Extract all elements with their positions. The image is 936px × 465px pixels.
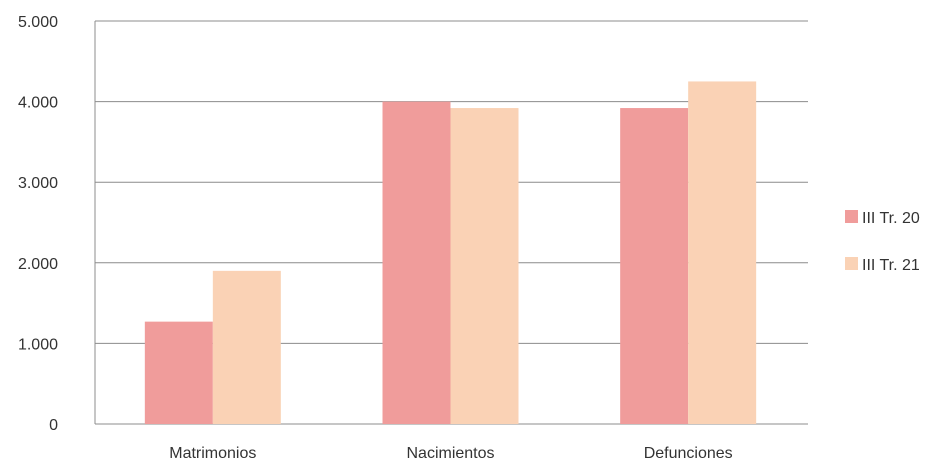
bar [144,321,213,424]
y-tick-labels: 0 1.000 2.000 3.000 4.000 5.000 [18,14,58,434]
legend-label: III Tr. 20 [862,210,920,227]
y-tick-label: 1.000 [18,336,58,353]
y-tick-label: 3.000 [18,175,58,192]
y-tick-label: 4.000 [18,95,58,112]
x-category-label: Nacimientos [406,445,494,462]
y-tick-label: 0 [49,417,58,434]
x-category-labels: Matrimonios Nacimientos Defunciones [169,445,732,462]
x-category-label: Matrimonios [169,445,256,462]
bar [212,270,281,424]
x-category-label: Defunciones [644,445,733,462]
bar [450,108,519,424]
bars [144,81,757,424]
legend-swatch [845,257,858,270]
legend: III Tr. 20 III Tr. 21 [845,210,920,274]
bar [382,101,451,424]
y-tick-label: 5.000 [18,14,58,31]
y-tick-label: 2.000 [18,256,58,273]
legend-swatch [845,210,858,223]
bar [688,81,757,424]
bar [620,108,689,424]
legend-label: III Tr. 21 [862,257,920,274]
